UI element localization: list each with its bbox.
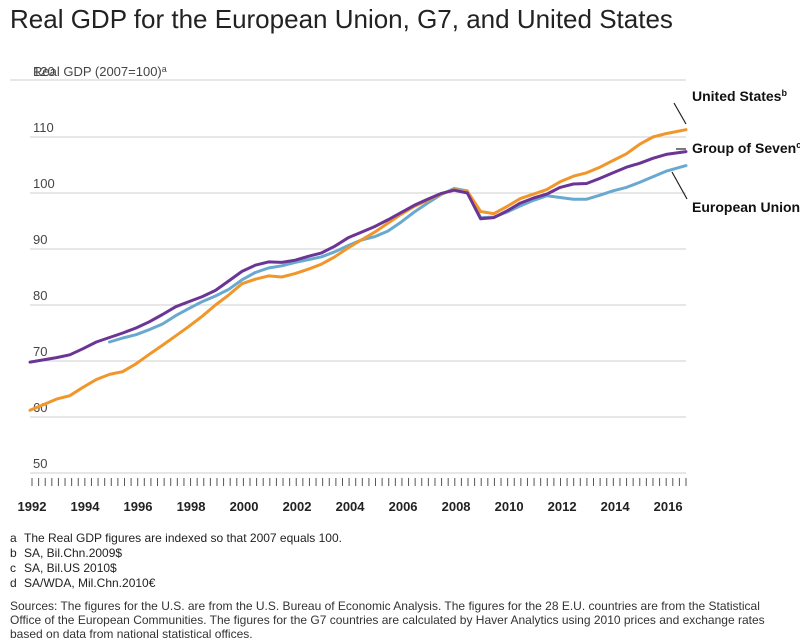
x-tick-label-1998: 1998 <box>177 499 206 514</box>
series-callouts: United Statesb Group of Sevenc European Un… <box>671 88 800 215</box>
x-tick-label-1996: 1996 <box>124 499 153 514</box>
series-label-group-of-seven: Group of Sevenc <box>692 140 800 156</box>
x-tick-label-2002: 2002 <box>283 499 312 514</box>
y-tick-label-100: 100 <box>33 176 55 191</box>
y-axis-label: Real GDP (2007=100)a <box>33 64 167 79</box>
leader-line-european-union <box>671 171 688 200</box>
x-tick-label-2008: 2008 <box>442 499 471 514</box>
x-tick-label-2000: 2000 <box>230 499 259 514</box>
leader-line-united-states <box>673 102 687 125</box>
x-tick-label-2010: 2010 <box>495 499 524 514</box>
footnote-d: d SA/WDA, Mil.Chn.2010€ <box>10 576 156 590</box>
x-tick-label-2004: 2004 <box>336 499 366 514</box>
series-label-united-states: United Statesb <box>692 88 787 104</box>
x-tick-label-2016: 2016 <box>654 499 683 514</box>
y-tick-label-70: 70 <box>33 344 47 359</box>
y-tick-label-50: 50 <box>33 456 47 471</box>
y-tick-label-80: 80 <box>33 288 47 303</box>
footnote-c: c SA, Bil.US 2010$ <box>10 561 117 575</box>
series-line-united-states <box>28 128 688 412</box>
y-tick-label-90: 90 <box>33 232 47 247</box>
x-tick-label-2014: 2014 <box>601 499 631 514</box>
series-lines <box>28 128 688 412</box>
footnote-b: b SA, Bil.Chn.2009$ <box>10 546 123 560</box>
footnotes: a The Real GDP figures are indexed so tha… <box>10 531 342 591</box>
series-label-european-union: European Uniond <box>692 199 800 215</box>
series-line-group-of-seven <box>28 150 688 364</box>
y-tick-label-120: 120 <box>33 64 55 79</box>
line-chart: Real GDP (2007=100)a 1201101009080706050… <box>10 64 800 514</box>
x-tick-label-1994: 1994 <box>71 499 101 514</box>
grid <box>10 79 686 474</box>
x-tick-labels: 1992 1994 1996 1998 2000 2002 2004 2006 2008 2010… <box>18 499 683 514</box>
series-line-european-union <box>108 164 688 344</box>
x-tick-label-1992: 1992 <box>18 499 47 514</box>
x-tick-label-2006: 2006 <box>389 499 418 514</box>
footnote-a: a The Real GDP figures are indexed so tha… <box>10 531 342 545</box>
x-tick-label-2012: 2012 <box>548 499 577 514</box>
y-tick-label-110: 110 <box>33 120 54 135</box>
x-minor-ticks <box>31 478 687 486</box>
chart-title: Real GDP for the European Union, G7, and… <box>10 4 673 34</box>
sources-text: Sources: The figures for the U.S. are fr… <box>10 599 765 641</box>
